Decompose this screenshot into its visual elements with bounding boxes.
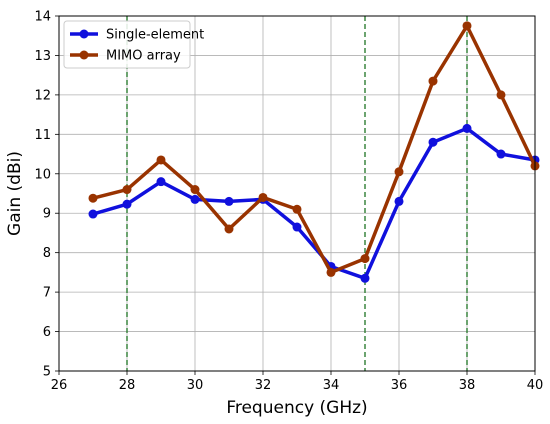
- series-line: [92, 126, 536, 281]
- legend: Single-element MIMO array: [63, 20, 204, 69]
- data-point: [156, 177, 166, 187]
- series-1: [88, 21, 540, 277]
- data-point: [462, 21, 472, 31]
- data-point: [122, 185, 132, 195]
- x-tick-label: 38: [459, 378, 476, 393]
- data-point: [292, 222, 302, 232]
- legend-swatch-marker: [79, 29, 89, 39]
- legend-label: Single-element: [106, 28, 204, 43]
- data-point: [88, 193, 98, 203]
- y-tick-label: 9: [43, 207, 51, 222]
- data-point: [156, 155, 166, 165]
- data-point: [224, 196, 234, 206]
- legend-swatch-marker: [79, 50, 89, 60]
- y-tick-label: 11: [34, 128, 51, 143]
- y-tick-label: 8: [43, 246, 51, 261]
- data-point: [88, 209, 98, 219]
- plot-frame: [58, 15, 536, 372]
- y-tick-label: 7: [43, 286, 51, 301]
- data-point: [190, 194, 200, 204]
- data-point: [462, 123, 472, 133]
- legend-label: MIMO array: [106, 49, 181, 64]
- data-point: [360, 254, 370, 264]
- x-tick-label: 30: [187, 378, 204, 393]
- y-tick-label: 10: [34, 167, 51, 182]
- series-line: [92, 24, 537, 275]
- data-point: [394, 167, 404, 177]
- y-tick-label: 14: [34, 10, 51, 25]
- x-tick-label: 28: [119, 378, 136, 393]
- data-point: [224, 224, 234, 234]
- y-tick-label: 13: [34, 49, 51, 64]
- data-point: [326, 267, 336, 277]
- data-point: [428, 137, 438, 147]
- data-point: [394, 196, 404, 206]
- data-point: [190, 185, 200, 195]
- x-axis-label: Frequency (GHz): [226, 398, 367, 418]
- x-tick-label: 34: [323, 378, 340, 393]
- x-tick-label: 40: [527, 378, 544, 393]
- data-point: [496, 149, 506, 159]
- y-tick-label: 6: [43, 325, 51, 340]
- x-tick-label: 36: [391, 378, 408, 393]
- data-point: [428, 76, 438, 86]
- axis-ticks: 26 28 30 32 34 36 38 40 5 6 7 8 9 10 11 12 13 14: [34, 10, 543, 394]
- y-axis-label: Gain (dBi): [5, 151, 25, 236]
- data-point: [496, 90, 506, 100]
- data-point: [360, 273, 370, 283]
- y-tick-label: 5: [43, 365, 51, 380]
- x-tick-label: 32: [255, 378, 272, 393]
- data-point: [292, 204, 302, 214]
- x-tick-label: 26: [51, 378, 68, 393]
- plot-area: [59, 16, 535, 371]
- data-point: [122, 199, 132, 209]
- data-point: [258, 192, 268, 202]
- data-series: [88, 21, 540, 283]
- y-tick-label: 12: [34, 88, 51, 103]
